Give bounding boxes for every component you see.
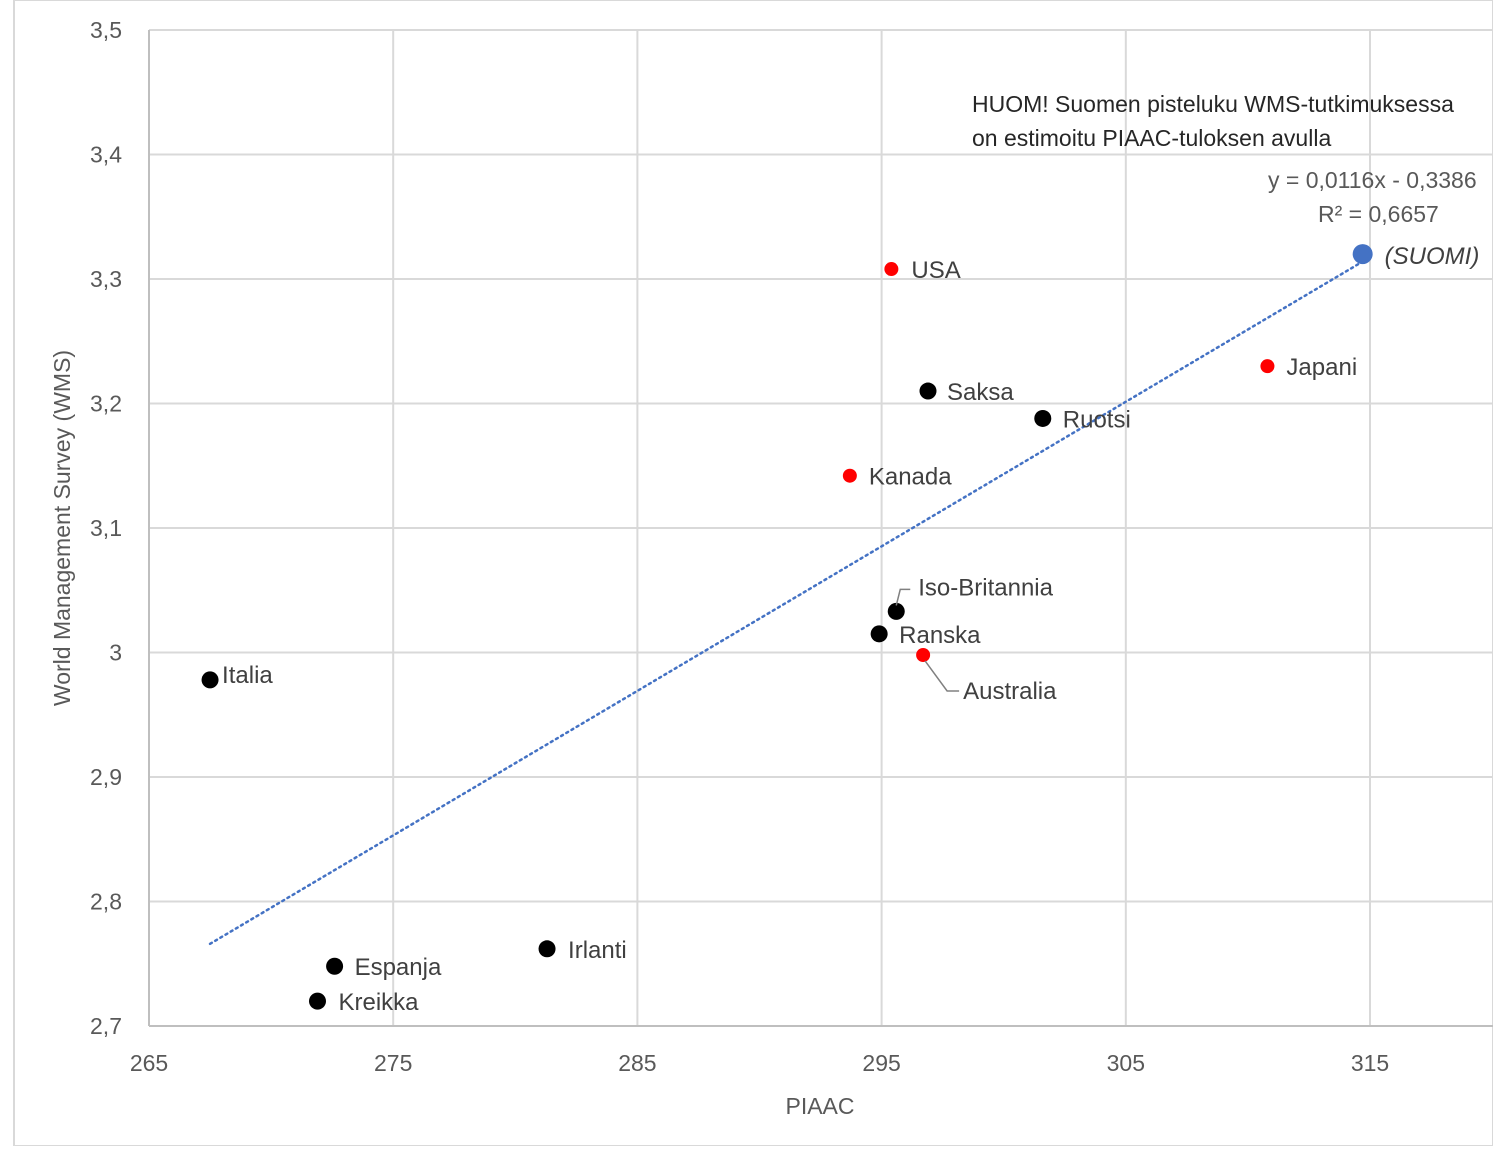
point-labels: Italia Espanja Kreikka Irlanti USA Saksa Ruots… [222,243,1479,1016]
annotation-line-1: HUOM! Suomen pisteluku WMS-tutkimuksessa [972,91,1454,117]
x-tick-label: 275 [374,1050,412,1076]
x-tick-label: 285 [618,1050,656,1076]
trendline [208,260,1364,946]
point-suomi [1352,244,1373,265]
point-australia [916,647,931,662]
y-tick-label: 3,1 [90,515,122,541]
point-ruotsi [1034,409,1052,427]
point-label-ranska: Ranska [899,622,981,649]
point-label-espanja: Espanja [355,954,442,981]
point-label-ruotsi: Ruotsi [1063,406,1131,433]
point-usa [884,262,899,277]
point-iso-britannia [887,602,905,620]
point-label-japani: Japani [1286,354,1357,381]
y-axis-ticks: 2,7 2,8 2,9 3 3,1 3,2 3,3 3,4 3,5 [90,17,122,1039]
x-tick-label: 295 [862,1050,900,1076]
y-tick-label: 3,4 [90,142,122,168]
y-axis-title: World Management Survey (WMS) [49,350,75,706]
y-tick-label: 3,3 [90,266,122,292]
trendline-dotted [208,260,1364,946]
y-tick-label: 2,9 [90,764,122,790]
point-label-australia: Australia [963,678,1057,705]
point-kreikka [308,992,326,1010]
y-tick-label: 3 [109,640,122,666]
point-irlanti [538,940,556,958]
point-label-suomi: (SUOMI) [1385,243,1480,270]
point-ranska [870,625,888,643]
point-label-kanada: Kanada [869,464,952,491]
y-tick-label: 2,8 [90,889,122,915]
axes [148,30,1493,1027]
y-tick-label: 3,5 [90,17,122,43]
point-label-usa: USA [911,257,960,284]
point-label-irlanti: Irlanti [568,937,627,964]
annotation-line-2: on estimoitu PIAAC-tuloksen avulla [972,125,1331,151]
point-label-italia: Italia [222,662,273,689]
point-italia [201,671,219,689]
leader-line [924,660,960,692]
trendline-r-squared: R² = 0,6657 [1318,201,1439,227]
x-tick-label: 305 [1107,1050,1145,1076]
point-label-saksa: Saksa [947,379,1014,406]
x-tick-label: 265 [130,1050,168,1076]
x-tick-label: 315 [1351,1050,1389,1076]
x-axis-ticks: 265 275 285 295 305 315 [130,1050,1389,1076]
point-japani [1260,359,1275,374]
point-label-kreikka: Kreikka [338,989,419,1016]
point-saksa [919,382,937,400]
x-axis-title: PIAAC [785,1093,854,1119]
point-kanada [842,468,857,483]
y-tick-label: 3,2 [90,391,122,417]
leader-line [895,588,911,606]
trendline-equation: y = 0,0116x - 0,3386 [1268,167,1477,193]
data-points [201,244,1373,1010]
point-label-iso-britannia: Iso-Britannia [918,574,1053,601]
y-tick-label: 2,7 [90,1013,122,1039]
point-espanja [326,957,344,975]
